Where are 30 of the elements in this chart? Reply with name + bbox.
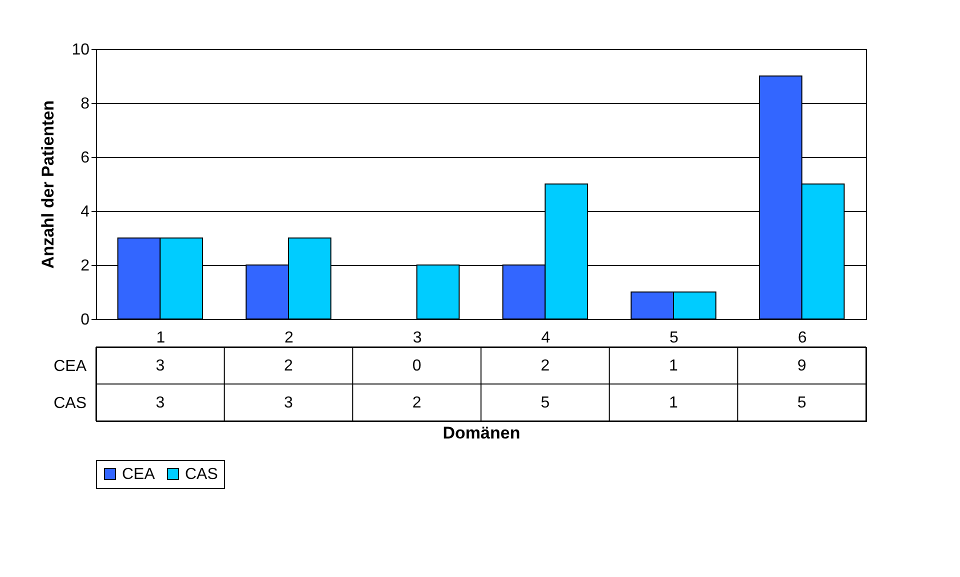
- data-label: 5: [797, 394, 806, 412]
- data-label: 3: [284, 394, 294, 412]
- y-axis-title: Anzahl der Patienten: [38, 100, 58, 269]
- y-tick-label: 2: [80, 258, 90, 274]
- data-label: 5: [540, 394, 550, 412]
- data-label: 1: [669, 394, 678, 412]
- data-label: 3: [156, 358, 165, 374]
- y-tick-label: 4: [80, 204, 90, 220]
- legend-label: CAS: [185, 466, 218, 483]
- data-label: 2: [540, 358, 550, 374]
- data-label: 2: [412, 394, 422, 412]
- text: CEA: [54, 358, 86, 375]
- x-tick-label: 1: [156, 330, 166, 346]
- x-tick-label: 3: [412, 330, 422, 346]
- x-axis-title: Domänen: [442, 424, 520, 442]
- x-tick-label: 4: [541, 330, 550, 346]
- data-label: 0: [412, 358, 422, 374]
- legend-label: CEA: [122, 466, 156, 483]
- text: CAS: [54, 395, 86, 412]
- y-tick-label: 10: [72, 42, 90, 58]
- data-label: 1: [669, 358, 678, 374]
- y-tick-label: 6: [80, 150, 90, 166]
- x-tick-label: 5: [670, 330, 679, 346]
- x-tick-label: 2: [284, 330, 294, 346]
- data-label: 2: [284, 358, 294, 374]
- data-label: 3: [156, 394, 165, 412]
- x-tick-label: 6: [798, 330, 807, 346]
- y-tick-label: 0: [80, 312, 90, 328]
- y-tick-label: 8: [80, 96, 90, 112]
- data-label: 9: [797, 358, 806, 374]
